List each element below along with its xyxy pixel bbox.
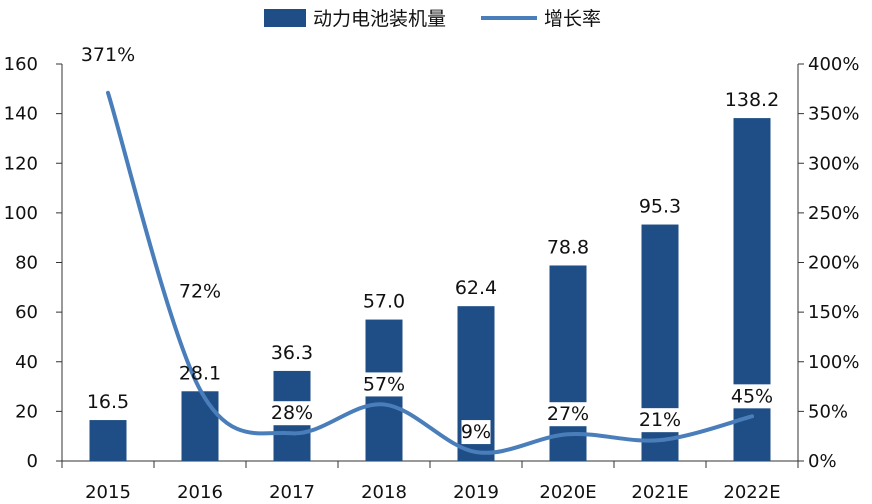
x-tick-label: 2016 — [177, 482, 223, 503]
bar-value-label: 36.3 — [271, 342, 313, 364]
y-right-tick-label: 350% — [808, 104, 859, 125]
y-left-tick-label: 100 — [4, 203, 38, 224]
bar-value-label: 57.0 — [363, 291, 405, 313]
rate-value-label: 45% — [731, 385, 773, 407]
legend: 动力电池装机量 增长率 — [264, 8, 601, 30]
bar-value-label: 62.4 — [455, 277, 497, 299]
y-right-tick-label: 300% — [808, 153, 859, 174]
y-right-tick-label: 0% — [808, 451, 837, 472]
x-tick-label: 2018 — [361, 482, 407, 503]
y-right-tick-label: 250% — [808, 203, 859, 224]
legend-bar-label: 动力电池装机量 — [313, 8, 446, 30]
y-right-tick-label: 400% — [808, 54, 859, 75]
rate-value-label: 21% — [639, 409, 681, 431]
rate-label-bg — [461, 420, 491, 445]
bar — [89, 420, 127, 461]
x-tick-label: 2020E — [539, 482, 596, 503]
rate-value-label: 9% — [461, 421, 491, 443]
rate-value-label: 72% — [179, 281, 221, 303]
line-series — [106, 90, 754, 455]
x-tick-label: 2017 — [269, 482, 315, 503]
legend-bar-swatch — [264, 9, 306, 27]
y-left-tick-label: 60 — [15, 302, 38, 323]
bar — [549, 265, 587, 461]
rate-label-bg — [82, 42, 134, 67]
legend-line-label: 增长率 — [544, 8, 601, 30]
rate-value-label: 57% — [363, 373, 405, 395]
rate-label-bg — [271, 401, 313, 426]
rate-label-bg — [639, 408, 681, 433]
x-tick-label: 2021E — [631, 482, 688, 503]
bar-value-label: 28.1 — [179, 362, 221, 384]
y-left-tick-label: 80 — [15, 253, 38, 274]
y-left-tick-label: 140 — [4, 104, 38, 125]
bar — [181, 391, 219, 461]
y-left-tick-label: 40 — [15, 352, 38, 373]
rate-label-bg — [547, 402, 589, 427]
rate-value-label: 27% — [547, 403, 589, 425]
rate-value-label: 28% — [271, 402, 313, 424]
bar-value-label: 138.2 — [725, 89, 779, 111]
x-tick-label: 2015 — [85, 482, 131, 503]
y-left-tick-label: 20 — [15, 401, 38, 422]
rate-label-bg — [363, 372, 405, 397]
y-right-tick-label: 200% — [808, 253, 859, 274]
axes: 0 20 40 60 80 100 120 140 160 0% 50% 100% 150% 200% 25… — [4, 54, 860, 503]
x-tick-label: 2022E — [723, 482, 780, 503]
rate-label-bg — [179, 279, 221, 304]
bar-value-label: 16.5 — [87, 391, 129, 413]
y-left-tick-label: 120 — [4, 153, 38, 174]
bar — [733, 118, 771, 461]
y-right-tick-label: 150% — [808, 302, 859, 323]
bar-value-label: 78.8 — [547, 236, 589, 258]
bar-value-label: 95.3 — [639, 196, 681, 218]
data-labels: 16.5 28.1 36.3 57.0 62.4 78.8 95.3 138.2 371% 72%… — [81, 42, 779, 445]
growth-line — [106, 90, 754, 455]
y-right-tick-label: 100% — [808, 352, 859, 373]
rate-value-label: 371% — [81, 44, 135, 66]
y-right-tick-label: 50% — [808, 401, 848, 422]
x-tick-label: 2019 — [453, 482, 499, 503]
y-left-tick-label: 0 — [27, 451, 38, 472]
y-left-tick-label: 160 — [4, 54, 38, 75]
rate-label-bg — [731, 384, 773, 409]
